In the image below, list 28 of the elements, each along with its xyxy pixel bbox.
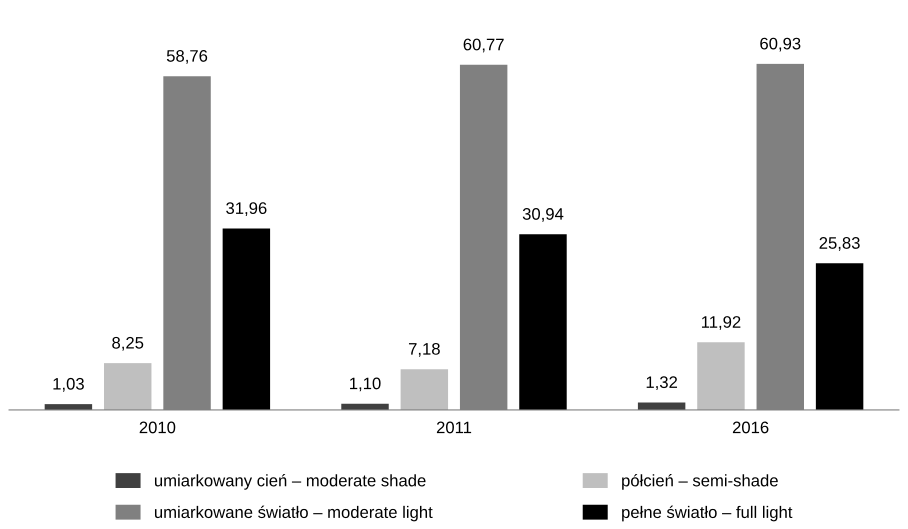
data-label: 30,94 [522, 208, 564, 222]
data-label: 1,10 [350, 378, 381, 392]
data-label: 60,93 [760, 38, 800, 52]
bar [222, 228, 270, 410]
legend-label: pełne światło – full light [622, 506, 792, 522]
legend-label: półcień – semi-shade [622, 474, 778, 490]
bar [816, 263, 864, 410]
x-tick-label: 2016 [732, 422, 768, 434]
data-label: 11,92 [702, 316, 740, 330]
data-label: 31,96 [226, 202, 266, 216]
bar [341, 404, 389, 410]
legend-label: umiarkowany cień – moderate shade [154, 474, 426, 490]
data-label: 7,18 [408, 342, 440, 357]
bar [104, 363, 152, 410]
bar [697, 342, 745, 410]
data-label: 8,25 [112, 336, 144, 351]
data-label: 1,32 [646, 376, 678, 390]
data-label: 60,77 [464, 38, 504, 52]
data-label: 1,03 [53, 378, 84, 392]
bar [519, 234, 567, 410]
bar [638, 402, 686, 410]
legend-label: umiarkowane światło – moderate light [154, 506, 433, 522]
bar [44, 404, 92, 410]
x-tick-label: 2011 [436, 422, 472, 434]
x-tick-label: 2010 [140, 422, 176, 434]
data-label: 25,83 [820, 237, 860, 251]
data-label: 58,76 [166, 50, 208, 64]
bar [400, 369, 448, 410]
